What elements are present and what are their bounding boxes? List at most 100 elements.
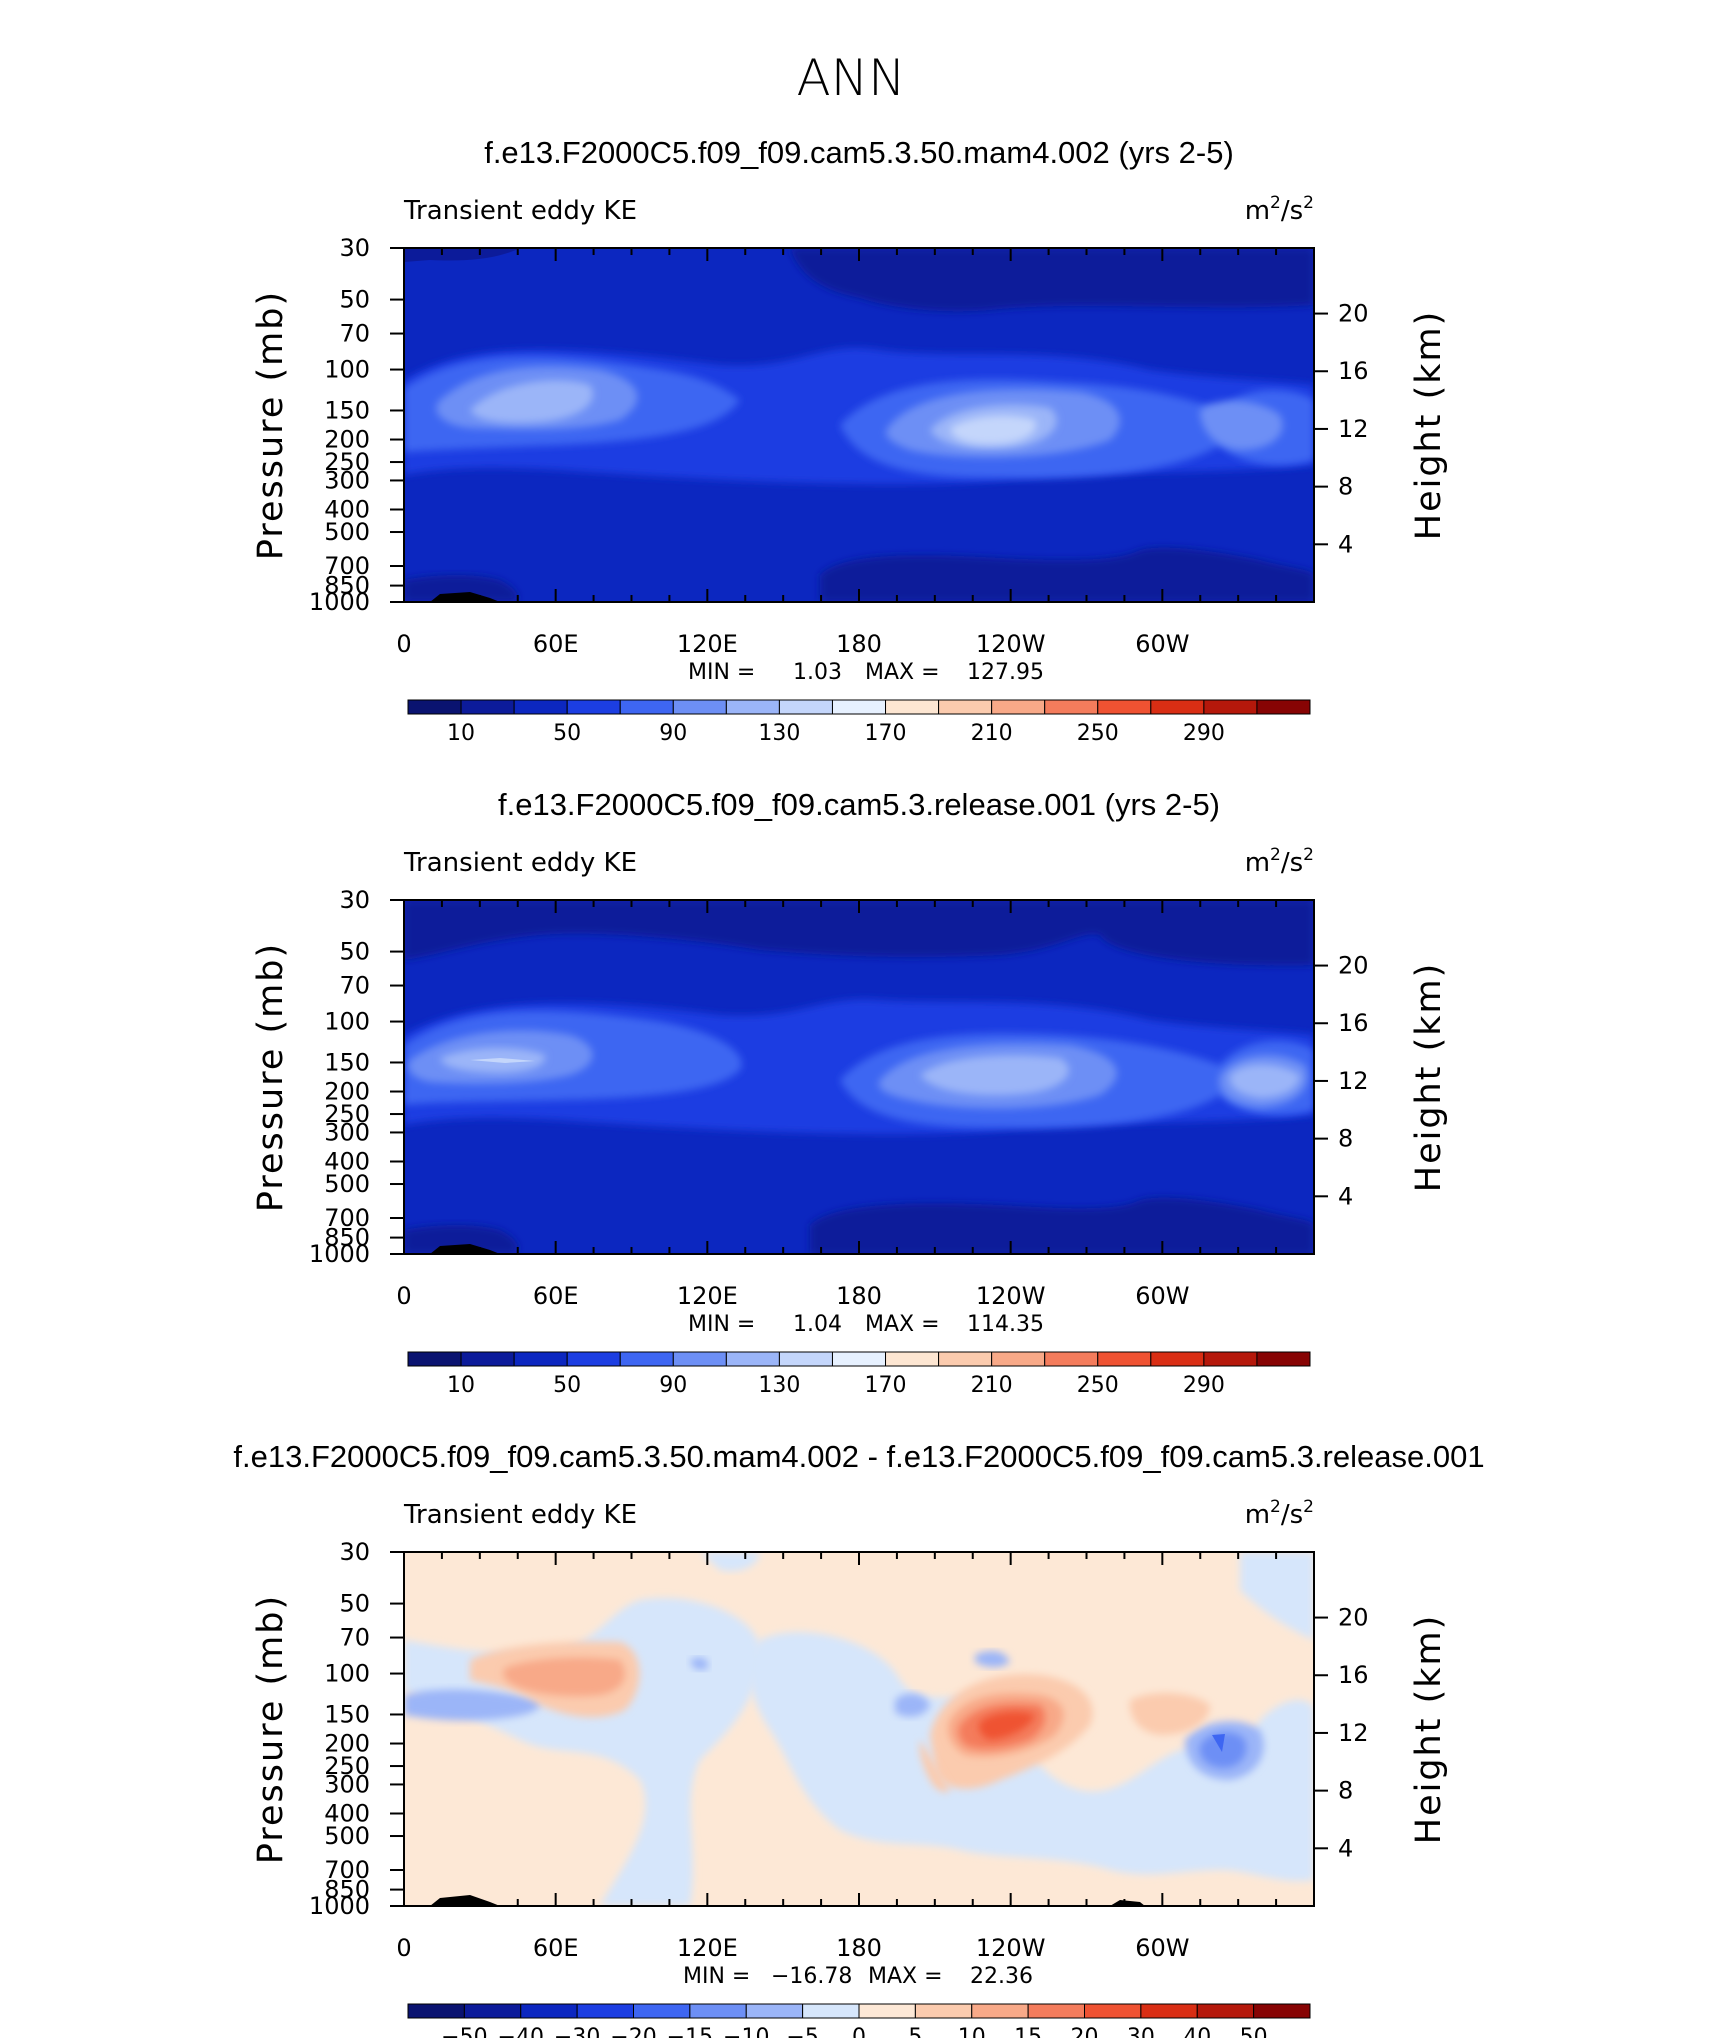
y-tick-label: 100 <box>324 356 370 384</box>
x-tick-label: 60E <box>533 1282 579 1310</box>
y2-tick-label: 4 <box>1338 530 1353 558</box>
panel-3-units: m2/s2 <box>1245 1497 1314 1530</box>
y-tick-label: 400 <box>324 495 370 523</box>
colorbar-tick-label: 50 <box>553 1373 581 1398</box>
y-tick-label: 850 <box>324 1876 370 1904</box>
panel-2-field <box>404 900 1314 1254</box>
y2-tick-label: 20 <box>1338 952 1369 980</box>
panel-2-y2-axis-label: Height (km) <box>1409 962 1449 1193</box>
y2-tick-label: 4 <box>1338 1182 1353 1210</box>
colorbar-box <box>778 1351 833 1367</box>
colorbar-box <box>778 699 833 715</box>
panel-1-variable-label: Transient eddy KE <box>403 196 637 226</box>
colorbar-box <box>460 1351 515 1367</box>
panel-2-min-max: MIN = 1.04 MAX = 114.35 <box>688 1312 1044 1337</box>
colorbar-box <box>407 2003 465 2019</box>
x-tick-label: 60E <box>533 630 579 658</box>
colorbar-tick-label: 90 <box>659 721 687 746</box>
svg-text:127.95: 127.95 <box>967 660 1044 685</box>
panel-2-variable-label: Transient eddy KE <box>403 848 637 878</box>
colorbar-box <box>1150 699 1205 715</box>
panel-1-min-max: MIN = 1.03 MAX = 127.95 <box>688 660 1044 685</box>
colorbar-box <box>1140 2003 1198 2019</box>
svg-text:MIN =: MIN = <box>688 660 755 685</box>
colorbar-box <box>1196 2003 1255 2019</box>
x-tick-label: 180 <box>836 630 882 658</box>
colorbar-box <box>1203 699 1258 715</box>
colorbar-box <box>619 699 674 715</box>
colorbar-tick-label: 170 <box>865 1373 907 1398</box>
colorbar-box <box>1253 2003 1311 2019</box>
colorbar-tick-label: 0 <box>852 2025 866 2038</box>
y-tick-label: 700 <box>324 1204 370 1232</box>
x-tick-label: 0 <box>396 630 411 658</box>
colorbar-tick-label: −10 <box>723 2025 769 2038</box>
colorbar-box <box>1044 699 1099 715</box>
panel-1-colorbar: 10 50 90 130 170 210 250 290 <box>407 699 1311 746</box>
colorbar-box <box>745 2003 804 2019</box>
panel-3-colorbar: −50 −40 −30 −20 −15 −10 −5 0 5 10 15 20 30 40 50 <box>407 2003 1311 2038</box>
colorbar-tick-label: 50 <box>553 721 581 746</box>
colorbar-box <box>938 1351 993 1367</box>
colorbar-tick-label: −5 <box>786 2025 818 2038</box>
colorbar-box <box>1203 1351 1258 1367</box>
panel-1: f.e13.F2000C5.f09_f09.cam5.3.50.mam4.002… <box>251 135 1449 746</box>
y-tick-label: 850 <box>324 1224 370 1252</box>
svg-text:MIN =: MIN = <box>688 1312 755 1337</box>
colorbar-tick-label: 210 <box>971 1373 1013 1398</box>
colorbar-tick-label: 130 <box>758 721 800 746</box>
colorbar-box <box>1084 2003 1142 2019</box>
y-tick-label: 300 <box>324 466 370 494</box>
colorbar-tick-label: 10 <box>958 2025 986 2038</box>
panel-2-units: m2/s2 <box>1245 845 1314 878</box>
colorbar-box <box>407 699 462 715</box>
panel-1-y-axis-label: Pressure (mb) <box>251 290 291 560</box>
colorbar-tick-label: 50 <box>1240 2025 1268 2038</box>
y-tick-label: 400 <box>324 1799 370 1827</box>
y-tick-label: 250 <box>324 1100 370 1128</box>
y-tick-label: 70 <box>339 1624 370 1652</box>
y-tick-label: 850 <box>324 572 370 600</box>
y-tick-label: 500 <box>324 1822 370 1850</box>
colorbar-box <box>463 2003 522 2019</box>
panel-1-units: m2/s2 <box>1245 193 1314 226</box>
colorbar-tick-label: 130 <box>758 1373 800 1398</box>
x-tick-label: 60W <box>1135 630 1189 658</box>
y2-tick-label: 16 <box>1338 1009 1369 1037</box>
x-tick-label: 120E <box>677 630 738 658</box>
colorbar-box <box>1097 1351 1152 1367</box>
y2-tick-label: 16 <box>1338 357 1369 385</box>
x-tick-label: 60E <box>533 1934 579 1962</box>
y-tick-label: 200 <box>324 1078 370 1106</box>
colorbar-tick-label: 210 <box>971 721 1013 746</box>
y-tick-label: 30 <box>339 234 370 262</box>
colorbar-tick-label: 290 <box>1183 1373 1225 1398</box>
colorbar-box <box>513 1351 568 1367</box>
panel-1-title: f.e13.F2000C5.f09_f09.cam5.3.50.mam4.002… <box>484 135 1234 170</box>
y2-tick-label: 4 <box>1338 1834 1353 1862</box>
colorbar-box <box>831 1351 887 1367</box>
colorbar-box <box>1256 699 1311 715</box>
y-tick-label: 400 <box>324 1147 370 1175</box>
svg-text:MAX =: MAX = <box>865 1312 940 1337</box>
svg-text:−16.78: −16.78 <box>771 1964 852 1989</box>
colorbar-box <box>1044 1351 1099 1367</box>
colorbar-box <box>1097 699 1152 715</box>
panel-2-colorbar: 10 50 90 130 170 210 250 290 <box>407 1351 1311 1398</box>
panel-1-y2-axis-label: Height (km) <box>1409 310 1449 541</box>
colorbar-box <box>513 699 568 715</box>
colorbar-box <box>633 2003 691 2019</box>
y2-tick-label: 8 <box>1338 1125 1353 1153</box>
y-tick-label: 150 <box>324 1048 370 1076</box>
x-tick-label: 120E <box>677 1934 738 1962</box>
x-tick-label: 120E <box>677 1282 738 1310</box>
colorbar-tick-label: −50 <box>441 2025 487 2038</box>
colorbar-tick-label: 290 <box>1183 721 1225 746</box>
panel-3-y-axis-label: Pressure (mb) <box>251 1594 291 1864</box>
colorbar-box <box>672 699 727 715</box>
svg-text:MAX =: MAX = <box>868 1964 943 1989</box>
y-tick-label: 1000 <box>309 1240 370 1268</box>
y-tick-label: 70 <box>339 972 370 1000</box>
colorbar-tick-label: 250 <box>1077 721 1119 746</box>
